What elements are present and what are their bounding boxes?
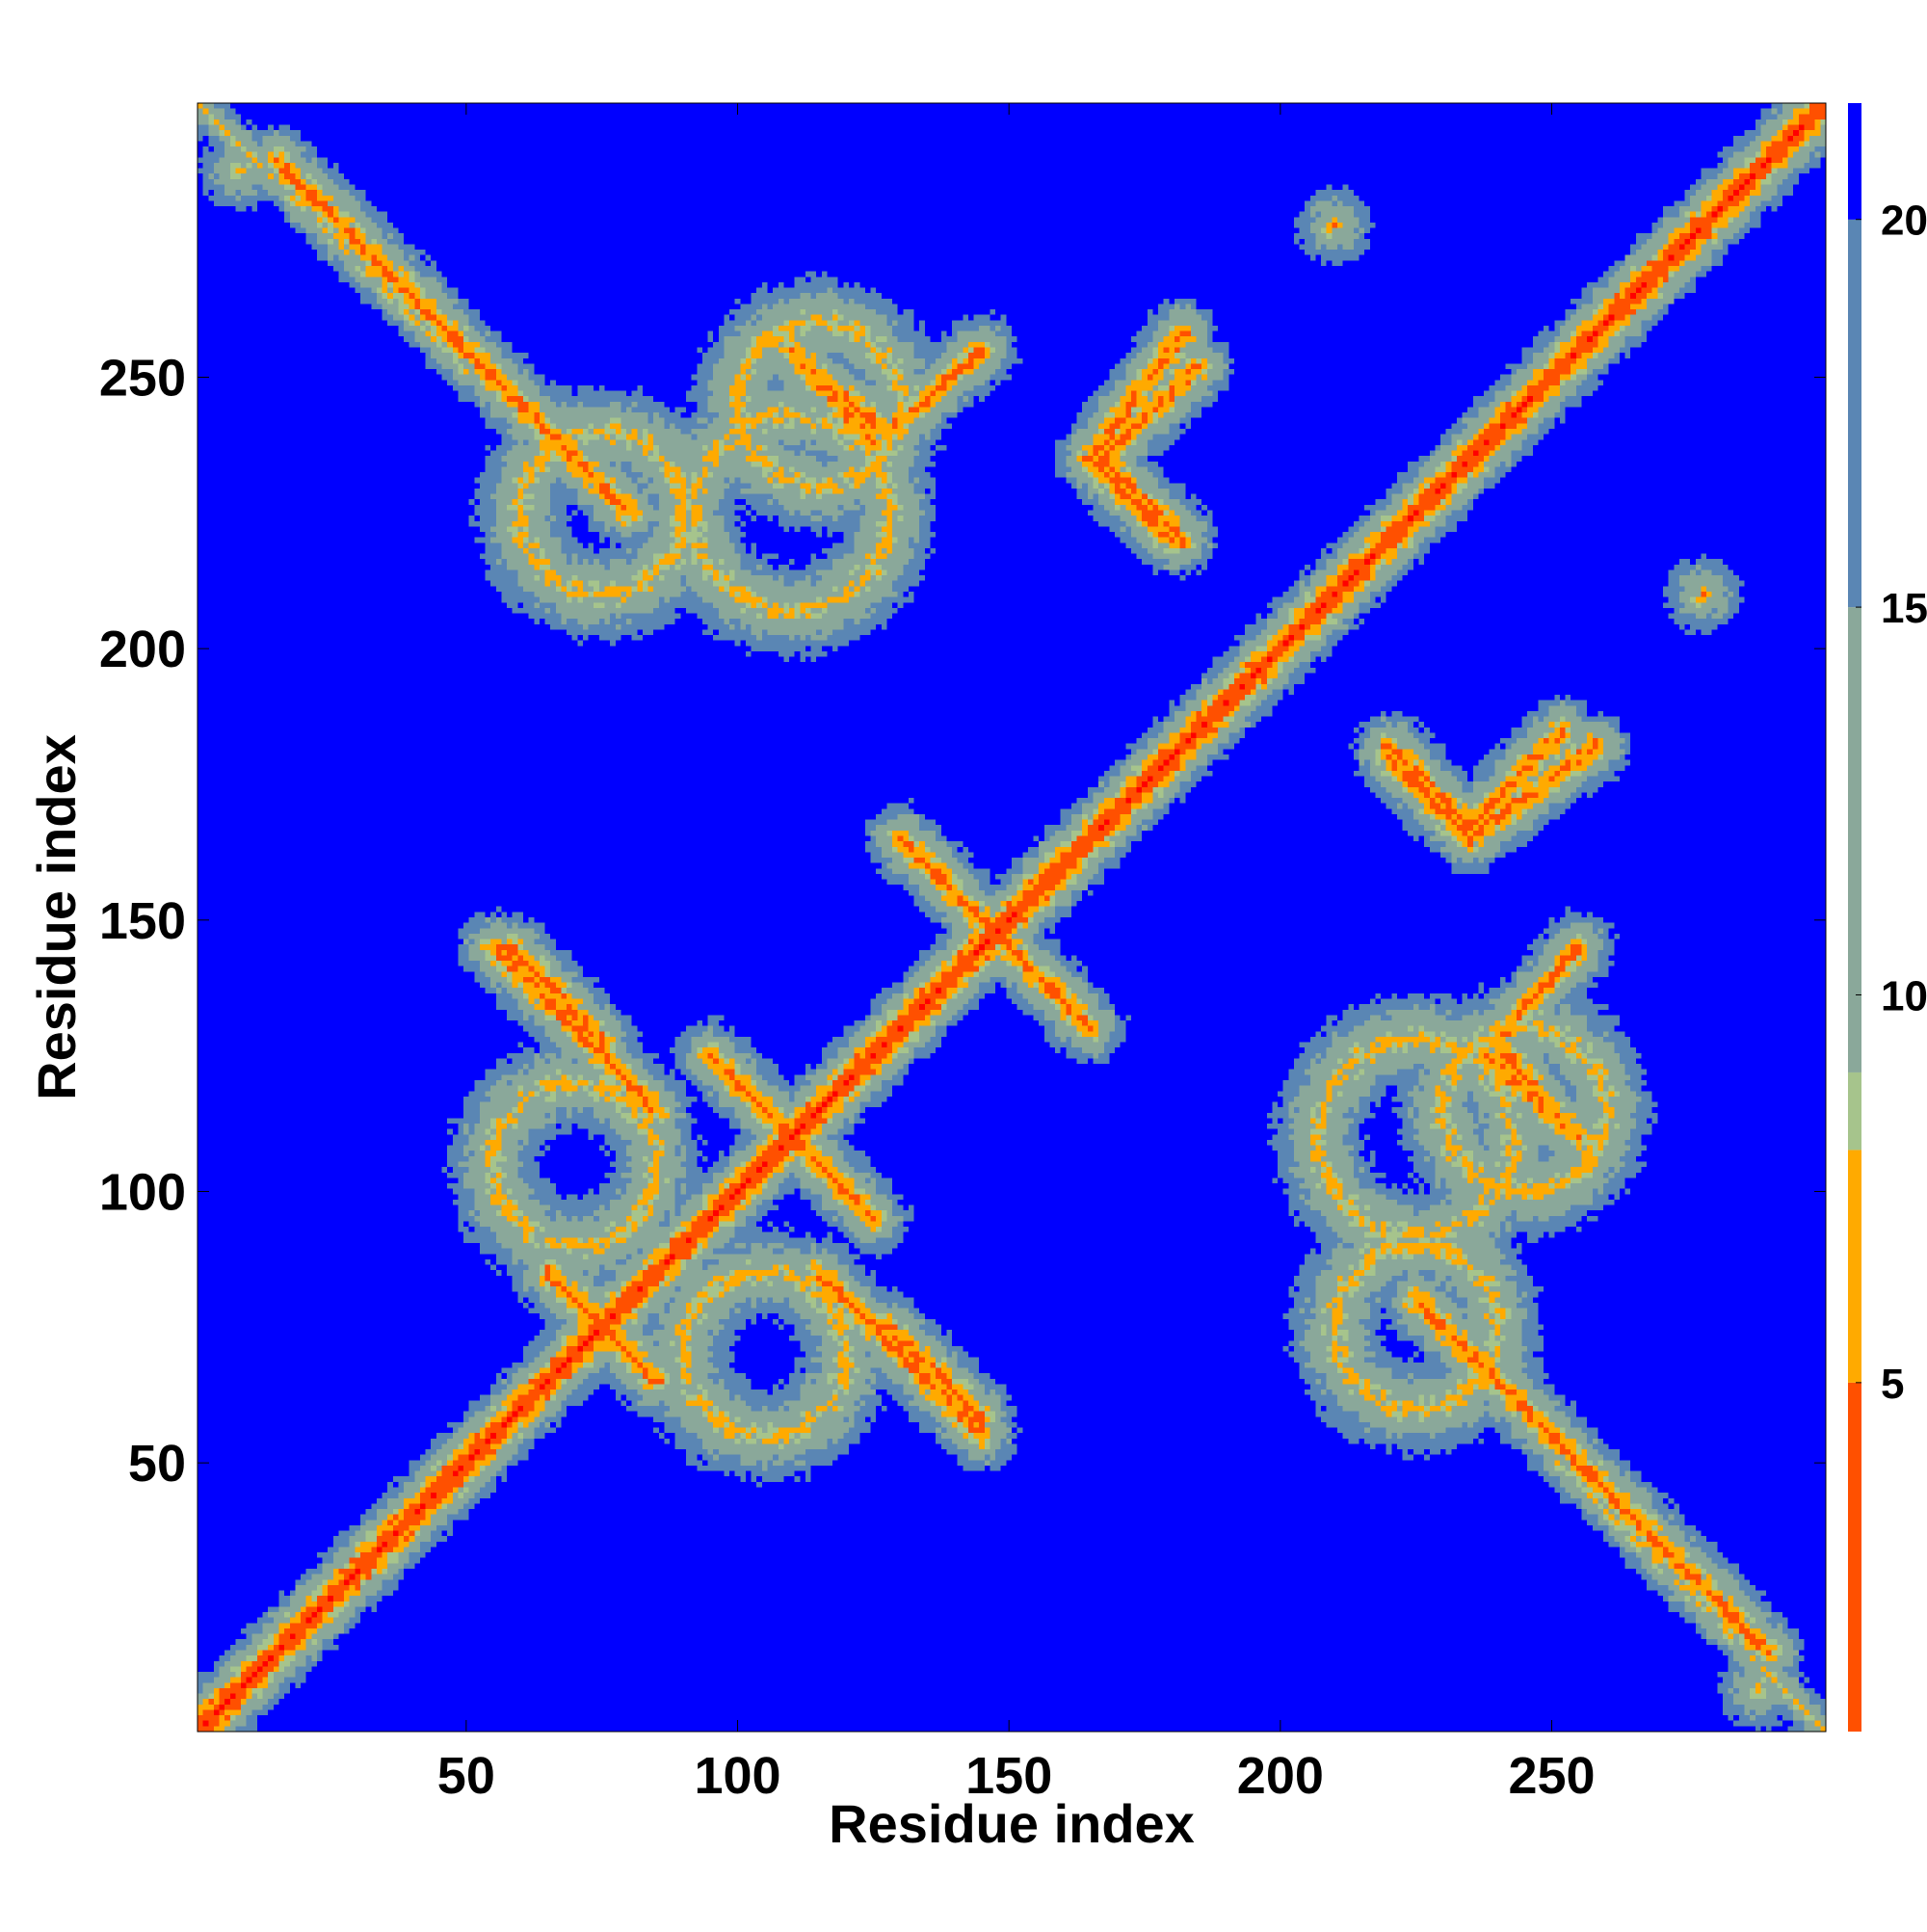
x-tick-label: 150 [965, 1747, 1052, 1805]
colorbar-saturated-band [1848, 103, 1861, 220]
x-tick-label: 200 [1237, 1747, 1324, 1805]
heatmap-image [198, 103, 1826, 1732]
colorbar-band [1848, 1150, 1861, 1383]
y-tick-label: 150 [99, 892, 186, 950]
x-tick-label: 100 [694, 1747, 780, 1805]
y-tick-label: 200 [99, 621, 186, 678]
plot-frame [197, 102, 1827, 1733]
y-tick-label: 50 [128, 1435, 186, 1493]
heatmap-cells [198, 103, 1826, 1732]
axis-ticks: 50 100 150 200 250 50 100 150 200 250 [99, 103, 1826, 1805]
colorbar-band [1848, 219, 1861, 608]
x-tick-label: 250 [1508, 1747, 1595, 1805]
colorbar-band [1848, 607, 1861, 1072]
colorbar-tick-label: 20 [1881, 198, 1927, 245]
colorbar: 5 10 15 20 [1848, 103, 1927, 1732]
y-axis-title: Residue index [26, 734, 87, 1100]
colorbar-band [1848, 1072, 1861, 1151]
y-tick-label: 250 [99, 349, 186, 407]
x-tick-label: 50 [437, 1747, 495, 1805]
colorbar-tick-label: 5 [1881, 1361, 1904, 1408]
y-tick-label: 100 [99, 1163, 186, 1221]
x-axis-title: Residue index [829, 1793, 1195, 1854]
colorbar-band [1848, 1382, 1861, 1732]
colorbar-tick-label: 15 [1881, 585, 1927, 632]
colorbar-tick-label: 10 [1881, 972, 1927, 1019]
